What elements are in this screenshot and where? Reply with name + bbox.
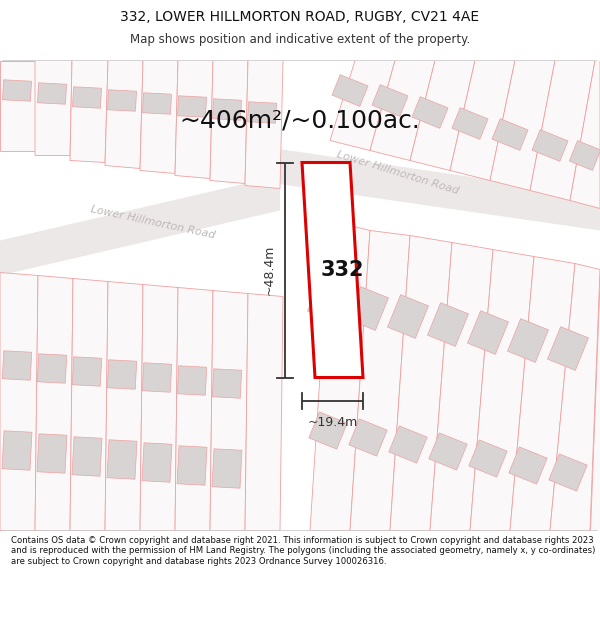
Polygon shape xyxy=(389,426,427,463)
Polygon shape xyxy=(210,61,248,184)
Polygon shape xyxy=(549,454,587,491)
Polygon shape xyxy=(175,288,213,531)
Polygon shape xyxy=(70,279,108,531)
Polygon shape xyxy=(72,357,102,386)
Polygon shape xyxy=(107,90,137,111)
Polygon shape xyxy=(469,440,507,477)
Polygon shape xyxy=(2,431,32,470)
Polygon shape xyxy=(330,61,395,151)
Text: Contains OS data © Crown copyright and database right 2021. This information is : Contains OS data © Crown copyright and d… xyxy=(11,536,595,566)
Polygon shape xyxy=(0,61,35,151)
Polygon shape xyxy=(548,327,589,371)
Polygon shape xyxy=(2,351,32,380)
Polygon shape xyxy=(310,221,370,531)
Polygon shape xyxy=(412,97,448,128)
Polygon shape xyxy=(177,366,207,395)
Polygon shape xyxy=(140,284,178,531)
Polygon shape xyxy=(140,61,178,174)
Polygon shape xyxy=(177,446,207,485)
Polygon shape xyxy=(550,264,600,531)
Text: Lower Hillmorton Road: Lower Hillmorton Road xyxy=(335,149,460,196)
Polygon shape xyxy=(510,256,575,531)
Polygon shape xyxy=(332,74,368,106)
Polygon shape xyxy=(309,412,347,449)
Polygon shape xyxy=(175,61,213,179)
Polygon shape xyxy=(37,434,67,473)
Polygon shape xyxy=(590,269,600,531)
Polygon shape xyxy=(0,272,38,531)
Polygon shape xyxy=(2,80,32,101)
Polygon shape xyxy=(142,442,172,483)
Polygon shape xyxy=(350,231,410,531)
Text: Lower Hillmorton Road: Lower Hillmorton Road xyxy=(90,204,217,241)
Polygon shape xyxy=(388,294,428,338)
Polygon shape xyxy=(178,96,206,118)
Polygon shape xyxy=(73,87,101,108)
Polygon shape xyxy=(107,440,137,479)
Text: 332: 332 xyxy=(321,260,364,280)
Polygon shape xyxy=(220,141,600,231)
Polygon shape xyxy=(450,61,515,181)
Polygon shape xyxy=(107,360,137,389)
Polygon shape xyxy=(530,61,595,201)
Polygon shape xyxy=(247,102,277,123)
Polygon shape xyxy=(245,61,283,189)
Text: ~48.4m: ~48.4m xyxy=(263,245,275,295)
Polygon shape xyxy=(142,362,172,392)
Polygon shape xyxy=(37,82,67,104)
Polygon shape xyxy=(70,61,108,162)
Polygon shape xyxy=(490,61,555,191)
Polygon shape xyxy=(508,319,548,362)
Polygon shape xyxy=(370,61,435,161)
Text: 332, LOWER HILLMORTON ROAD, RUGBY, CV21 4AE: 332, LOWER HILLMORTON ROAD, RUGBY, CV21 … xyxy=(121,10,479,24)
Polygon shape xyxy=(0,176,280,276)
Text: ~406m²/~0.100ac.: ~406m²/~0.100ac. xyxy=(179,109,421,132)
Polygon shape xyxy=(308,279,349,322)
Polygon shape xyxy=(428,302,469,346)
Polygon shape xyxy=(105,281,143,531)
Polygon shape xyxy=(35,276,73,531)
Polygon shape xyxy=(347,287,388,331)
Polygon shape xyxy=(470,249,534,531)
Polygon shape xyxy=(72,437,102,476)
Polygon shape xyxy=(532,129,568,161)
Polygon shape xyxy=(210,291,248,531)
Polygon shape xyxy=(212,99,242,120)
Polygon shape xyxy=(212,369,242,398)
Polygon shape xyxy=(452,107,488,139)
Polygon shape xyxy=(569,141,600,171)
Polygon shape xyxy=(35,61,72,156)
Polygon shape xyxy=(430,242,493,531)
Polygon shape xyxy=(245,294,283,531)
Text: ~19.4m: ~19.4m xyxy=(307,416,358,429)
Polygon shape xyxy=(372,84,408,116)
Polygon shape xyxy=(492,119,528,151)
Polygon shape xyxy=(410,61,475,171)
Polygon shape xyxy=(142,92,172,114)
Polygon shape xyxy=(390,236,452,531)
Polygon shape xyxy=(212,449,242,488)
Polygon shape xyxy=(302,162,363,378)
Polygon shape xyxy=(509,447,547,484)
Polygon shape xyxy=(0,61,60,121)
Text: Map shows position and indicative extent of the property.: Map shows position and indicative extent… xyxy=(130,33,470,46)
Polygon shape xyxy=(429,433,467,470)
Polygon shape xyxy=(37,354,67,383)
Polygon shape xyxy=(105,61,143,169)
Polygon shape xyxy=(570,61,600,209)
Polygon shape xyxy=(467,311,508,354)
Polygon shape xyxy=(349,419,387,456)
